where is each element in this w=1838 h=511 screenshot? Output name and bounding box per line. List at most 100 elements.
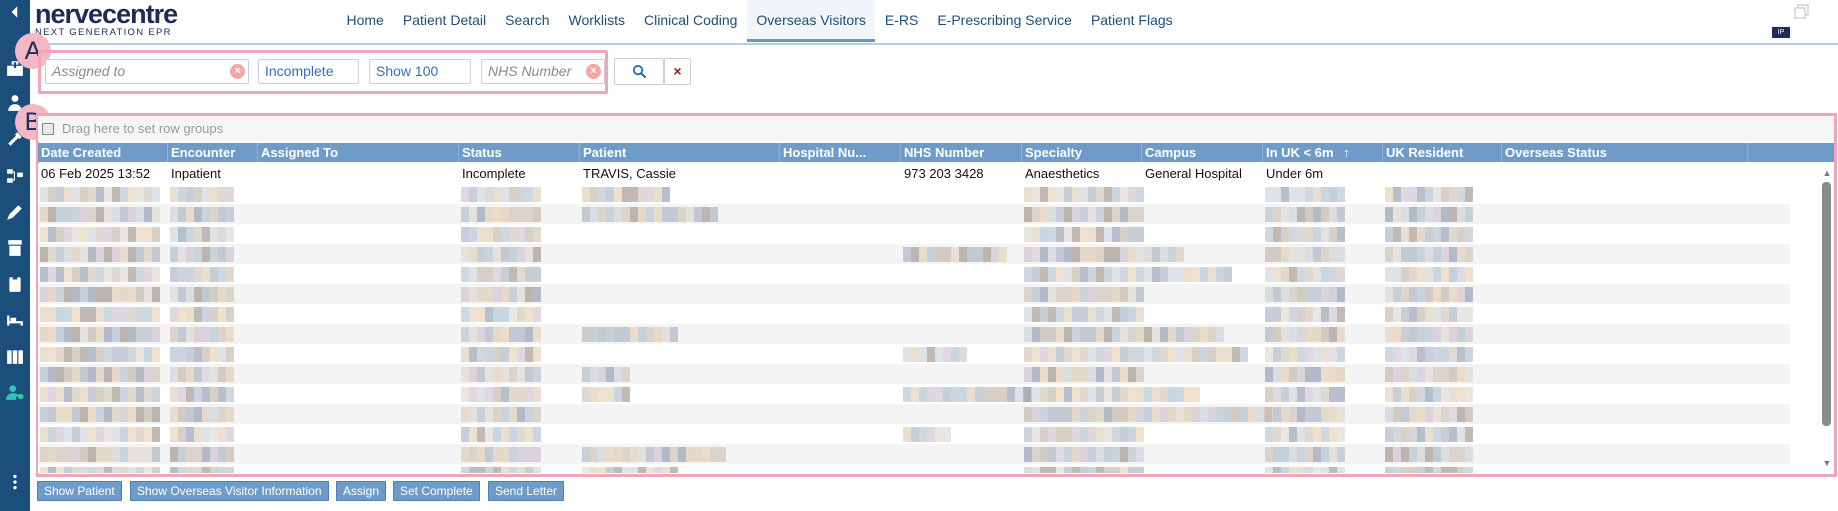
clear-filters-button[interactable]: × [664,58,691,85]
redacted-cell [1385,347,1473,362]
table-row[interactable] [38,304,1790,324]
search-button[interactable] [614,58,664,85]
redacted-cell [40,427,160,442]
pathway-icon[interactable] [3,164,27,188]
redacted-cell [582,367,630,382]
redacted-cell [1024,247,1144,262]
row-group-bar[interactable]: Drag here to set row groups [38,116,1834,141]
col-encounter[interactable]: Encounter [168,143,258,162]
redacted-cell [1024,267,1144,282]
show-patient-button[interactable]: Show Patient [37,481,122,501]
table-row[interactable] [38,284,1790,304]
assigned-to-input[interactable]: Assigned to [45,59,249,84]
redacted-cell [40,247,160,262]
show-overseas-info-button[interactable]: Show Overseas Visitor Information [130,481,329,501]
redacted-cell [903,387,1031,402]
table-row[interactable]: 06 Feb 2025 13:52 Inpatient Incomplete T… [38,164,1790,184]
redacted-cell [1024,427,1144,442]
nav-search[interactable]: Search [505,12,550,28]
redacted-cell [903,247,1007,262]
scroll-down-icon[interactable]: ▼ [1822,458,1832,468]
redacted-cell [461,187,541,202]
hospital-icon[interactable] [3,56,27,80]
bed-icon[interactable] [3,308,27,332]
col-campus[interactable]: Campus [1142,143,1263,162]
pen-icon[interactable] [3,200,27,224]
patient-icon[interactable] [3,91,27,115]
tools-icon[interactable] [3,127,27,151]
table-row[interactable] [38,244,1790,264]
set-complete-button[interactable]: Set Complete [393,481,480,501]
col-overseas-status[interactable]: Overseas Status [1502,143,1748,162]
redacted-cell [170,227,234,242]
redacted-cell [461,467,541,473]
col-hospital-number[interactable]: Hospital Nu... [780,143,901,162]
redacted-cell [1265,287,1345,302]
nav-patient-detail[interactable]: Patient Detail [402,12,487,28]
table-row[interactable] [38,464,1790,473]
table-row[interactable] [38,404,1790,424]
status-select[interactable]: Incomplete [258,59,359,84]
nav-clinical-coding[interactable]: Clinical Coding [644,12,738,28]
redacted-cell [1385,367,1473,382]
table-row[interactable] [38,204,1790,224]
user-settings-icon[interactable] [3,380,27,404]
redacted-cell [170,467,234,473]
nhs-number-input[interactable]: NHS Number [481,59,605,84]
redacted-cell [1385,427,1473,442]
scroll-up-icon[interactable]: ▲ [1822,168,1832,178]
col-uk-resident[interactable]: UK Resident [1383,143,1502,162]
window-restore-icon[interactable] [1794,4,1810,20]
table-row[interactable] [38,444,1790,464]
redacted-cell [1024,347,1144,362]
col-date-created[interactable]: Date Created [38,143,168,162]
table-row[interactable] [38,364,1790,384]
table-row[interactable] [38,424,1790,444]
clipboard-icon[interactable] [3,272,27,296]
assign-button[interactable]: Assign [336,481,387,501]
redacted-cell [1265,367,1345,382]
send-letter-button[interactable]: Send Letter [488,481,565,501]
table-row[interactable] [38,224,1790,244]
redacted-cell [461,347,541,362]
nav-overseas-visitors[interactable]: Overseas Visitors [746,0,876,42]
more-icon[interactable] [3,470,27,494]
archive-icon[interactable] [3,236,27,260]
col-nhs-number[interactable]: NHS Number [901,143,1022,162]
redacted-cell [1024,287,1144,302]
table-row[interactable] [38,184,1790,204]
table-row[interactable] [38,264,1790,284]
redacted-cell [1265,387,1345,402]
grid-scrollbar[interactable]: ▲ ▼ [1819,164,1834,473]
show-count-select[interactable]: Show 100 [369,59,471,84]
col-specialty[interactable]: Specialty [1022,143,1142,162]
redacted-cell [1024,307,1144,322]
col-in-uk-6m[interactable]: In UK < 6m ↑ [1263,143,1383,162]
redacted-cell [582,187,670,202]
table-row[interactable] [38,384,1790,404]
redacted-cell [170,387,234,402]
redacted-cell [461,247,541,262]
table-row[interactable] [38,324,1790,344]
clear-nhs-icon[interactable]: × [586,64,601,79]
redacted-cell [1024,447,1144,462]
table-row[interactable] [38,344,1790,364]
redacted-cell [1024,327,1144,342]
collapse-arrow-icon[interactable] [3,0,27,24]
scroll-thumb[interactable] [1822,182,1831,426]
nav-patient-flags[interactable]: Patient Flags [1090,12,1173,28]
redacted-cell [903,427,951,442]
redacted-cell [170,427,234,442]
redacted-cell [40,387,160,402]
nav-e-prescribing[interactable]: E-Prescribing Service [937,12,1072,28]
redacted-cell [1265,307,1345,322]
col-status[interactable]: Status [459,143,580,162]
clear-assigned-icon[interactable]: × [230,64,245,79]
nav-home[interactable]: Home [346,12,384,28]
col-patient[interactable]: Patient [580,143,780,162]
redacted-cell [1265,407,1345,422]
nav-worklists[interactable]: Worklists [568,12,626,28]
nav-e-rs[interactable]: E-RS [884,12,919,28]
library-icon[interactable] [3,344,27,368]
col-assigned-to[interactable]: Assigned To [258,143,459,162]
